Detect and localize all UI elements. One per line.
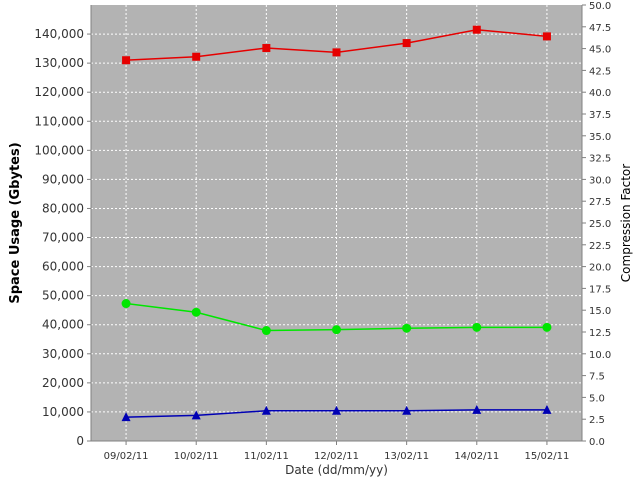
data-point bbox=[191, 410, 201, 420]
y-tick-label: 60,000 bbox=[42, 260, 84, 274]
y-tick-label: 20,000 bbox=[42, 376, 84, 390]
y-tick-label: 30,000 bbox=[42, 347, 84, 361]
y2-tick-label: 42.5 bbox=[589, 66, 611, 77]
data-point bbox=[472, 404, 482, 414]
axes: 0 10,000 20,000 30,000 40,000 50,000 60,000 70,… bbox=[34, 1, 611, 462]
data-point bbox=[261, 326, 271, 336]
y2-tick-label: 17.5 bbox=[589, 284, 611, 295]
data-point bbox=[191, 307, 201, 317]
y-tick-label: 110,000 bbox=[34, 114, 84, 128]
data-point bbox=[261, 405, 271, 415]
y2-axis-label: Compression Factor bbox=[619, 164, 633, 282]
series-1 bbox=[122, 25, 551, 65]
series-layer bbox=[121, 25, 552, 422]
x-tick-label: 11/02/11 bbox=[244, 451, 289, 462]
x-tick-label: 12/02/11 bbox=[314, 451, 359, 462]
y2-tick-label: 45.0 bbox=[589, 45, 611, 56]
y2-tick-label: 25.0 bbox=[589, 219, 611, 230]
series-2 bbox=[121, 299, 552, 336]
y2-tick-label: 50.0 bbox=[589, 1, 611, 12]
data-point bbox=[472, 25, 481, 34]
data-point bbox=[332, 405, 341, 415]
data-point bbox=[402, 39, 411, 48]
data-point bbox=[332, 48, 341, 57]
y-tick-label: 50,000 bbox=[42, 289, 84, 303]
y-tick-label: 40,000 bbox=[42, 318, 84, 332]
y2-tick-label: 35.0 bbox=[589, 132, 611, 143]
y2-tick-label: 7.5 bbox=[589, 372, 605, 383]
grid-lines bbox=[91, 5, 582, 442]
data-point bbox=[542, 322, 552, 332]
y2-tick-label: 15.0 bbox=[589, 306, 611, 317]
y2-tick-label: 10.0 bbox=[589, 350, 611, 361]
data-point bbox=[472, 322, 482, 332]
y2-tick-label: 5.0 bbox=[589, 393, 605, 404]
y2-tick-label: 0.0 bbox=[589, 437, 605, 448]
data-point bbox=[332, 325, 341, 335]
y-tick-label: 140,000 bbox=[34, 27, 84, 41]
x-tick-label: 13/02/11 bbox=[384, 451, 429, 462]
x-tick-label: 09/02/11 bbox=[104, 451, 149, 462]
data-point bbox=[542, 32, 551, 41]
data-point bbox=[192, 52, 201, 61]
data-point bbox=[262, 44, 271, 53]
x-axis-label: Date (dd/mm/yy) bbox=[285, 463, 388, 477]
y-tick-label: 0 bbox=[76, 434, 84, 448]
data-point bbox=[121, 299, 131, 309]
y2-tick-label: 12.5 bbox=[589, 328, 611, 339]
y-tick-label: 120,000 bbox=[34, 85, 84, 99]
data-point bbox=[122, 56, 131, 65]
y-axis-label: Space Usage (Gbytes) bbox=[8, 142, 23, 303]
series-3 bbox=[121, 404, 552, 422]
y-tick-label: 80,000 bbox=[42, 201, 84, 215]
y2-tick-label: 30.0 bbox=[589, 175, 611, 186]
y-tick-label: 100,000 bbox=[34, 143, 84, 157]
data-point bbox=[402, 323, 412, 333]
y2-tick-label: 2.5 bbox=[589, 415, 605, 426]
y-tick-label: 70,000 bbox=[42, 231, 84, 245]
y-tick-label: 10,000 bbox=[42, 405, 84, 419]
y2-tick-label: 40.0 bbox=[589, 88, 611, 99]
y2-tick-label: 20.0 bbox=[589, 263, 611, 274]
data-point bbox=[542, 404, 552, 414]
data-point bbox=[121, 412, 131, 422]
y-tick-label: 90,000 bbox=[42, 172, 84, 186]
data-point bbox=[402, 405, 412, 415]
x-tick-label: 10/02/11 bbox=[174, 451, 219, 462]
y-tick-label: 130,000 bbox=[34, 56, 84, 70]
y2-tick-label: 47.5 bbox=[589, 23, 611, 34]
y2-tick-label: 37.5 bbox=[589, 110, 611, 121]
x-tick-label: 14/02/11 bbox=[454, 451, 499, 462]
y2-tick-label: 32.5 bbox=[589, 154, 611, 165]
y2-tick-label: 22.5 bbox=[589, 241, 611, 252]
x-tick-label: 15/02/11 bbox=[524, 451, 569, 462]
y2-tick-label: 27.5 bbox=[589, 197, 611, 208]
